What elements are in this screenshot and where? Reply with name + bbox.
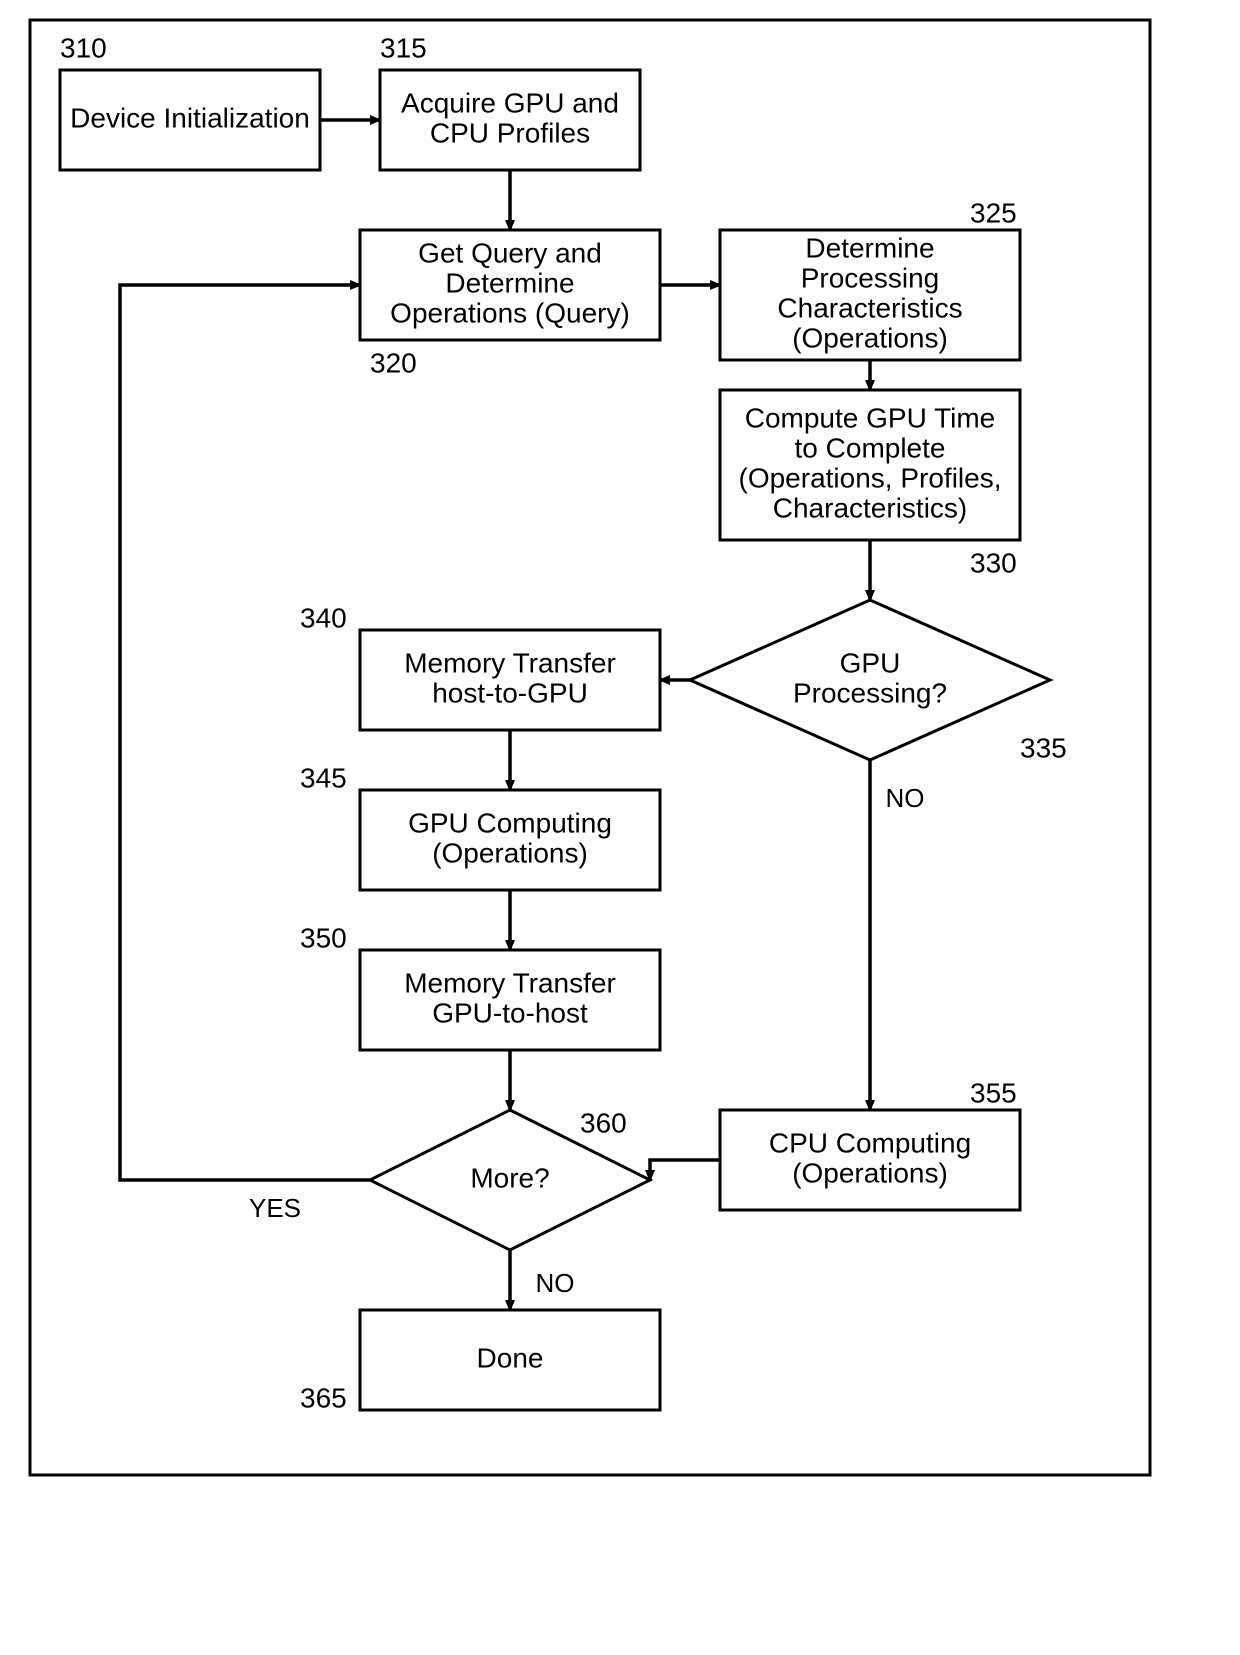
node-n325: DetermineProcessingCharacteristics(Opera… [720, 230, 1020, 360]
node-label-n350-1: GPU-to-host [432, 997, 588, 1028]
node-n335: GPUProcessing? [690, 600, 1050, 760]
node-label-n325-2: Characteristics [777, 292, 962, 323]
node-label-n355-0: CPU Computing [769, 1127, 971, 1158]
ref-label-330: 330 [970, 547, 1017, 578]
node-label-n340-0: Memory Transfer [404, 647, 616, 678]
node-label-n330-2: (Operations, Profiles, [739, 462, 1002, 493]
edge-label-e12: NO [536, 1268, 575, 1298]
ref-label-320: 320 [370, 347, 417, 378]
ref-label-355: 355 [970, 1077, 1017, 1108]
node-n355: CPU Computing(Operations) [720, 1110, 1020, 1210]
ref-label-315: 315 [380, 32, 427, 63]
node-n350: Memory TransferGPU-to-host [360, 950, 660, 1050]
node-n365: Done [360, 1310, 660, 1410]
node-label-n330-1: to Complete [795, 432, 946, 463]
node-n315: Acquire GPU andCPU Profiles [380, 70, 640, 170]
ref-label-365: 365 [300, 1382, 347, 1413]
node-label-n365-0: Done [477, 1342, 544, 1373]
ref-label-360: 360 [580, 1107, 627, 1138]
node-label-n350-0: Memory Transfer [404, 967, 616, 998]
edge-e13 [120, 285, 370, 1180]
node-label-n320-1: Determine [445, 267, 574, 298]
ref-label-310: 310 [60, 32, 107, 63]
ref-label-340: 340 [300, 602, 347, 633]
node-label-n325-0: Determine [805, 232, 934, 263]
ref-label-325: 325 [970, 197, 1017, 228]
ref-label-335: 335 [1020, 732, 1067, 763]
node-label-n355-1: (Operations) [792, 1157, 948, 1188]
edge-label-e7: NO [886, 783, 925, 813]
node-label-n335-0: GPU [840, 647, 901, 678]
ref-label-345: 345 [300, 762, 347, 793]
node-label-n325-1: Processing [801, 262, 940, 293]
node-label-n335-1: Processing? [793, 677, 947, 708]
node-n330: Compute GPU Timeto Complete(Operations, … [720, 390, 1020, 540]
node-n345: GPU Computing(Operations) [360, 790, 660, 890]
edge-label-e13: YES [249, 1193, 301, 1223]
node-label-n325-3: (Operations) [792, 322, 948, 353]
node-label-n330-0: Compute GPU Time [745, 402, 996, 433]
node-label-n360-0: More? [470, 1162, 549, 1193]
node-label-n345-0: GPU Computing [408, 807, 612, 838]
node-n340: Memory Transferhost-to-GPU [360, 630, 660, 730]
edge-e11 [650, 1160, 720, 1180]
node-label-n320-0: Get Query and [418, 237, 602, 268]
ref-label-350: 350 [300, 922, 347, 953]
node-label-n340-1: host-to-GPU [432, 677, 588, 708]
node-label-n320-2: Operations (Query) [390, 297, 630, 328]
node-n320: Get Query andDetermineOperations (Query) [360, 230, 660, 340]
node-label-n330-3: Characteristics) [773, 492, 967, 523]
node-label-n345-1: (Operations) [432, 837, 588, 868]
node-n310: Device Initialization [60, 70, 320, 170]
node-label-n315-1: CPU Profiles [430, 117, 590, 148]
node-label-n315-0: Acquire GPU and [401, 87, 619, 118]
node-label-n310-0: Device Initialization [70, 102, 310, 133]
